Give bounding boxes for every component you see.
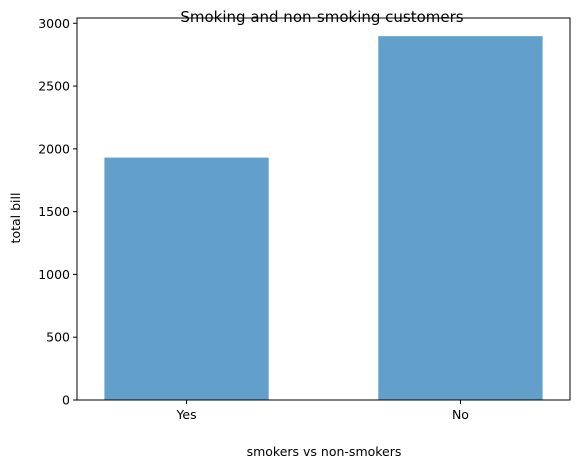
y-tick-label: 2000 bbox=[38, 141, 70, 156]
x-axis-label: smokers vs non-smokers bbox=[247, 444, 402, 459]
x-tick-label: Yes bbox=[175, 407, 196, 422]
bar-no bbox=[378, 36, 542, 400]
x-axis: Yes No bbox=[175, 400, 468, 422]
x-tick-label: No bbox=[452, 407, 469, 422]
y-tick-label: 1500 bbox=[38, 204, 70, 219]
y-tick-label: 0 bbox=[62, 393, 70, 408]
y-axis-label: total bill bbox=[8, 193, 23, 244]
y-tick-label: 1000 bbox=[38, 267, 70, 282]
plot-area bbox=[104, 36, 542, 400]
chart-title: Smoking and non-smoking customers bbox=[180, 8, 463, 26]
bar-yes bbox=[104, 158, 268, 400]
y-tick-label: 500 bbox=[46, 330, 70, 345]
y-tick-label: 3000 bbox=[38, 16, 70, 31]
y-tick-label: 2500 bbox=[38, 79, 70, 94]
y-axis: 0 500 1000 1500 2000 2500 3000 bbox=[38, 16, 77, 408]
